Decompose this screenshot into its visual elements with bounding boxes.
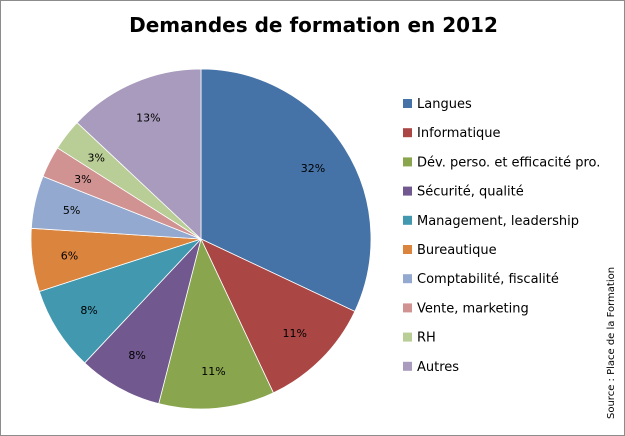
legend-entry: Vente, marketing	[417, 301, 529, 316]
legend-swatch	[403, 157, 412, 167]
legend-swatch	[403, 332, 412, 342]
slice-value-label: 32%	[301, 162, 325, 175]
slice-value-label: 11%	[201, 365, 225, 378]
legend-swatch	[403, 186, 412, 196]
legend-swatch	[403, 361, 412, 371]
pie-slice	[200, 68, 372, 312]
legend-entry: Bureautique	[417, 243, 497, 258]
slice-value-label: 11%	[283, 327, 307, 340]
pie-slice	[76, 68, 202, 240]
pie-slices	[30, 68, 372, 410]
slice-value-label: 8%	[80, 304, 97, 317]
slice-value-label: 3%	[87, 152, 104, 165]
legend-entry: Langues	[417, 97, 472, 112]
legend-entry: Autres	[417, 360, 459, 375]
legend-swatch	[403, 128, 412, 138]
chart-title: Demandes de formation en 2012	[129, 13, 498, 37]
slice-value-label: 5%	[63, 204, 80, 217]
legend: Langues Informatique Dév. perso. et effica…	[403, 97, 600, 375]
slice-value-label: 8%	[128, 349, 145, 362]
pie-slice	[200, 238, 356, 394]
legend-swatch	[403, 245, 412, 254]
source-note: Source : Place de la Formation	[606, 267, 617, 419]
slice-value-label: 13%	[136, 111, 160, 124]
legend-entry: RH	[417, 331, 436, 346]
legend-swatch	[403, 215, 412, 225]
pie-slice	[158, 237, 274, 410]
legend-entry: Management, leadership	[417, 214, 579, 229]
legend-swatch	[403, 99, 412, 108]
legend-swatch	[403, 303, 412, 313]
legend-entry: Informatique	[417, 126, 501, 141]
legend-swatch	[403, 274, 412, 284]
legend-entry: Comptabilité, fiscalité	[417, 272, 559, 287]
legend-entry: Dév. perso. et efficacité pro.	[417, 155, 600, 170]
slice-value-label: 3%	[74, 173, 91, 186]
legend-entry: Sécurité, qualité	[417, 185, 524, 200]
slice-value-label: 6%	[61, 250, 78, 263]
slice-labels: 32% 11% 11% 8% 8% 6% 5% 3% 3% 13%	[61, 111, 325, 378]
